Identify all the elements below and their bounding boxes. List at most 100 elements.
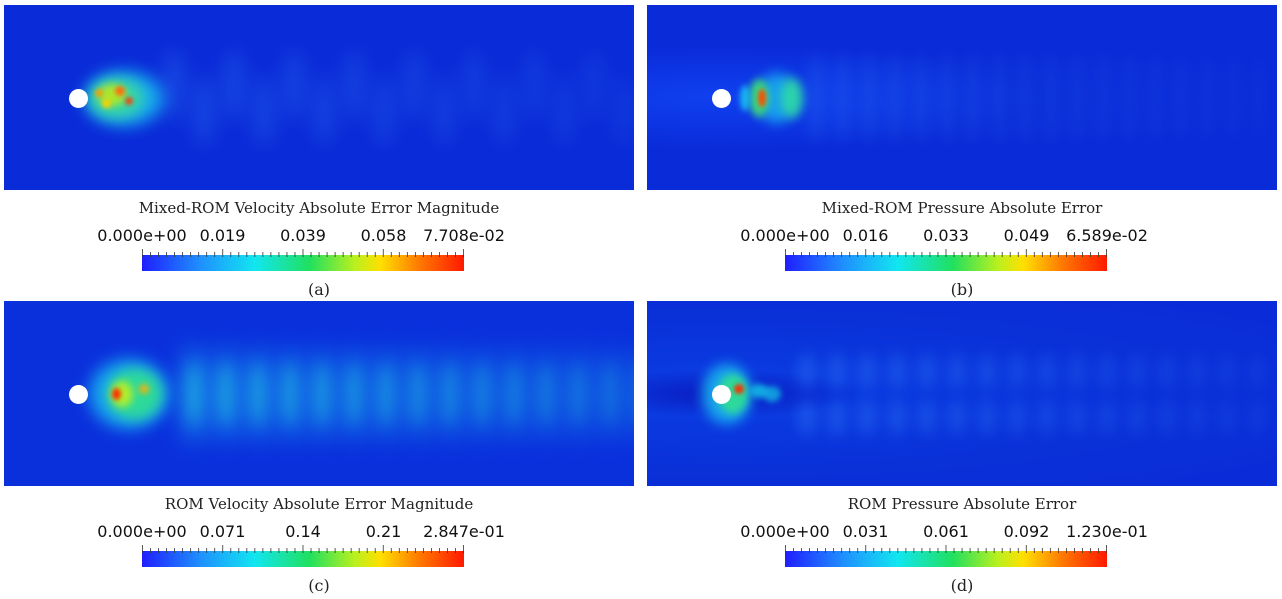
velocity-error-field-c bbox=[4, 301, 634, 486]
cylinder-obstacle bbox=[711, 384, 731, 404]
wake-blob bbox=[1098, 353, 1116, 389]
panel-d-label: (d) bbox=[950, 576, 974, 595]
colorbar-tick-label: 0.031 bbox=[842, 522, 889, 541]
wake-blob bbox=[404, 346, 432, 442]
cylinder-obstacle bbox=[711, 88, 731, 108]
wake-blob bbox=[918, 353, 936, 389]
colorbar-ticks-b: 0.000e+00 0.016 0.033 0.049 6.589e-02 bbox=[647, 226, 1277, 246]
wake-blob bbox=[539, 364, 553, 424]
panel-c-label: (c) bbox=[308, 576, 330, 595]
colorbar-tick-label: 6.589e-02 bbox=[1066, 226, 1148, 245]
wake-blob bbox=[1068, 399, 1086, 435]
velocity-error-field-a bbox=[4, 5, 634, 190]
wake-blob bbox=[379, 364, 393, 424]
wake-blob bbox=[532, 346, 560, 442]
wake-blob bbox=[1248, 399, 1266, 435]
colorbar-tick-label: 0.071 bbox=[199, 522, 246, 541]
wake-blob bbox=[495, 75, 513, 145]
colorbar-tick-label: 2.847e-01 bbox=[423, 522, 505, 541]
wake-blob bbox=[758, 89, 766, 107]
wake-blob bbox=[585, 51, 603, 121]
wake-blob bbox=[285, 51, 303, 121]
colorbar-ticks-d: 0.000e+00 0.031 0.061 0.092 1.230e-01 bbox=[647, 522, 1277, 542]
wake-blob bbox=[500, 346, 528, 442]
wake-blob bbox=[915, 53, 927, 143]
colorbar-ticks-a: 0.000e+00 0.019 0.039 0.058 7.708e-02 bbox=[4, 226, 634, 246]
colorbar-b bbox=[785, 249, 1107, 271]
wake-blob bbox=[1038, 399, 1056, 435]
wake-blob bbox=[1008, 399, 1026, 435]
wake-blob bbox=[1218, 399, 1236, 435]
colorbar-tick-label: 7.708e-02 bbox=[423, 226, 505, 245]
colorbar-tick-label: 0.000e+00 bbox=[740, 226, 830, 245]
wake-blob bbox=[740, 85, 750, 111]
wake-blob bbox=[828, 399, 846, 435]
wake-blob bbox=[101, 98, 111, 108]
wake-blob bbox=[195, 75, 213, 145]
wake-blob bbox=[375, 75, 393, 145]
wake-blob bbox=[111, 388, 121, 400]
wake-blob bbox=[828, 353, 846, 389]
wake-blob bbox=[372, 346, 400, 442]
wake-blob bbox=[628, 346, 634, 442]
wake-blob bbox=[139, 384, 149, 394]
wake-blob bbox=[315, 364, 329, 424]
wake-blob bbox=[1098, 399, 1116, 435]
wake-blob bbox=[340, 346, 368, 442]
panel-c-title: ROM Velocity Absolute Error Magnitude bbox=[164, 495, 474, 513]
colorbar-tick-label: 0.049 bbox=[1003, 226, 1050, 245]
wake-blob bbox=[251, 364, 265, 424]
wake-blob bbox=[858, 353, 876, 389]
wake-blob bbox=[1248, 353, 1266, 389]
colorbar-tick-label: 0.039 bbox=[280, 226, 326, 245]
colorbar-d bbox=[785, 545, 1107, 567]
wake-blob bbox=[1071, 53, 1083, 143]
panel-b-label: (b) bbox=[950, 280, 974, 299]
wake-blob bbox=[967, 53, 979, 143]
colorbar-a bbox=[142, 249, 464, 271]
panel-d-title: ROM Pressure Absolute Error bbox=[847, 495, 1077, 513]
wake-blob bbox=[858, 399, 876, 435]
wake-blob bbox=[1158, 353, 1176, 389]
wake-blob bbox=[125, 97, 133, 105]
wake-blob bbox=[978, 399, 996, 435]
wake-blob bbox=[115, 86, 125, 96]
colorbar-tickmarks bbox=[142, 249, 464, 257]
wake-blob bbox=[165, 51, 183, 121]
wake-blob bbox=[443, 364, 457, 424]
pressure-error-field-d bbox=[647, 301, 1277, 486]
colorbar-tick-label: 0.14 bbox=[285, 522, 321, 541]
wake-blob bbox=[225, 51, 243, 121]
cylinder-obstacle bbox=[68, 88, 88, 108]
wake-blob bbox=[948, 353, 966, 389]
wake-blob bbox=[475, 364, 489, 424]
wake-blob bbox=[811, 53, 823, 143]
wake-blob bbox=[111, 381, 133, 407]
wake-blob bbox=[1218, 353, 1236, 389]
wake-blob bbox=[465, 51, 483, 121]
wake-blob bbox=[405, 51, 423, 121]
wake-blob bbox=[436, 346, 464, 442]
wake-blob bbox=[1097, 53, 1109, 143]
wake-blob bbox=[993, 53, 1005, 143]
colorbar-tick-label: 0.092 bbox=[1003, 522, 1050, 541]
wake-blob bbox=[411, 364, 425, 424]
wake-blob bbox=[948, 399, 966, 435]
wake-blob bbox=[888, 399, 906, 435]
wake-blob bbox=[1188, 399, 1206, 435]
wake-blob bbox=[734, 384, 744, 394]
wake-blob bbox=[603, 364, 617, 424]
wake-blob bbox=[564, 346, 592, 442]
wake-blob bbox=[798, 353, 816, 389]
wake-blob bbox=[435, 75, 453, 145]
wake-blob bbox=[1158, 399, 1176, 435]
wake-blob bbox=[798, 399, 816, 435]
pressure-error-field-b bbox=[647, 5, 1277, 190]
wake-blob bbox=[889, 53, 901, 143]
wake-blob bbox=[1123, 53, 1135, 143]
colorbar-tick-label: 0.000e+00 bbox=[740, 522, 830, 541]
wake-blob bbox=[1201, 53, 1213, 143]
wake-blob bbox=[1019, 53, 1031, 143]
wake-blob bbox=[1149, 53, 1161, 143]
colorbar-tick-label: 1.230e-01 bbox=[1066, 522, 1148, 541]
